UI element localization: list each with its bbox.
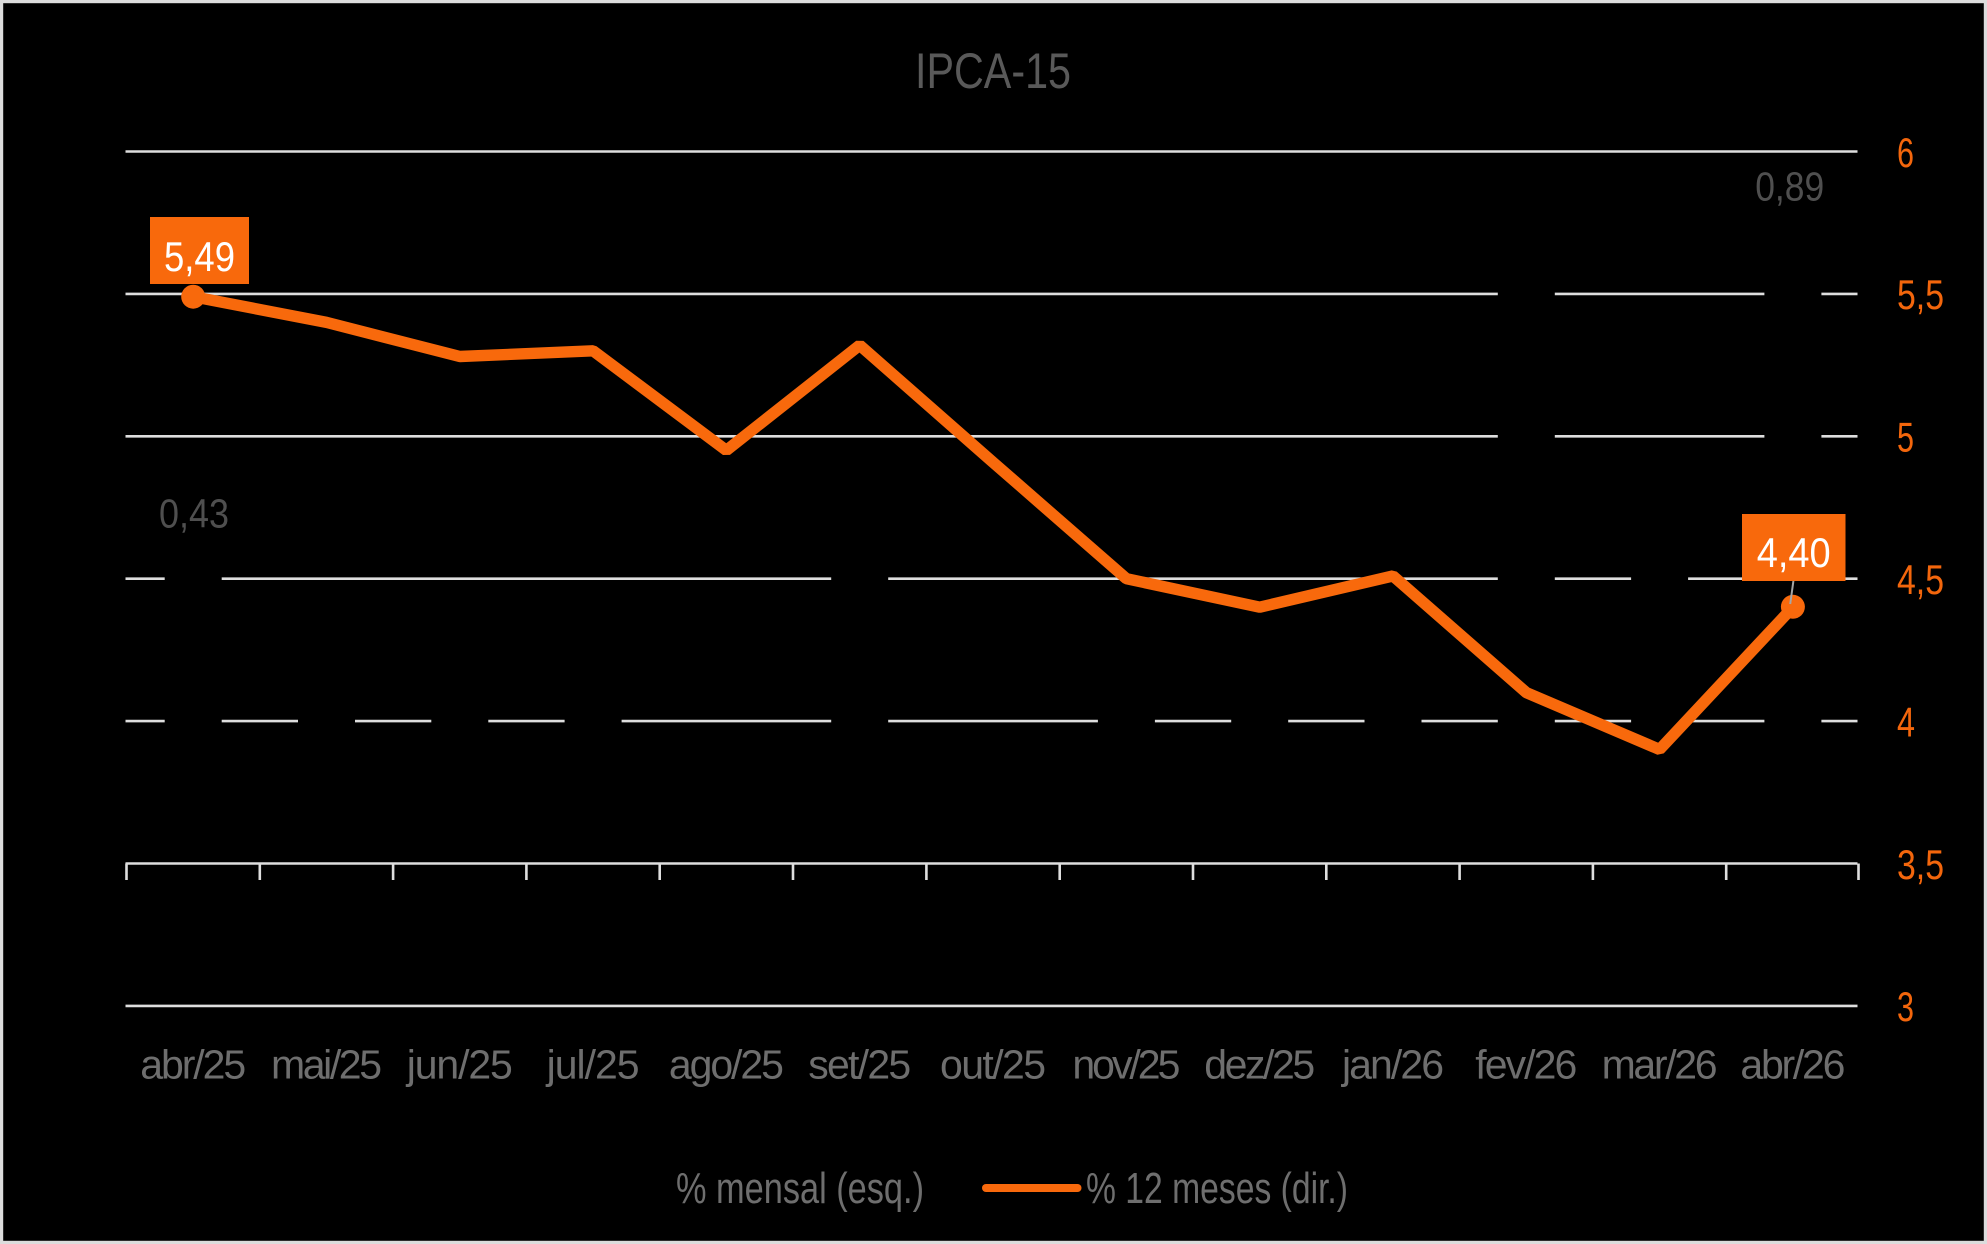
svg-text:3,5: 3,5 <box>1897 841 1944 888</box>
svg-text:5: 5 <box>1897 414 1914 461</box>
svg-text:abr/26: abr/26 <box>1740 1042 1845 1088</box>
svg-text:nov/25: nov/25 <box>1072 1042 1180 1088</box>
svg-text:out/25: out/25 <box>940 1042 1046 1088</box>
svg-text:% 12 meses (dir.): % 12 meses (dir.) <box>1086 1164 1348 1213</box>
svg-text:ago/25: ago/25 <box>669 1042 784 1088</box>
svg-text:4,40: 4,40 <box>1757 529 1831 576</box>
svg-text:% mensal (esq.): % mensal (esq.) <box>676 1164 924 1213</box>
svg-text:fev/26: fev/26 <box>1475 1042 1577 1088</box>
svg-text:3: 3 <box>1897 983 1914 1030</box>
svg-text:abr/25: abr/25 <box>140 1042 246 1088</box>
svg-text:5,5: 5,5 <box>1897 271 1944 318</box>
svg-text:IPCA-15: IPCA-15 <box>915 43 1071 99</box>
svg-text:4: 4 <box>1897 698 1915 745</box>
svg-text:4,5: 4,5 <box>1897 556 1944 603</box>
svg-text:0,89: 0,89 <box>1755 164 1824 210</box>
svg-text:mar/26: mar/26 <box>1602 1042 1718 1088</box>
svg-text:5,49: 5,49 <box>164 233 235 280</box>
svg-text:dez/25: dez/25 <box>1204 1042 1315 1088</box>
svg-text:jan/26: jan/26 <box>1341 1042 1444 1088</box>
svg-text:jul/25: jul/25 <box>546 1042 640 1088</box>
svg-text:jun/25: jun/25 <box>406 1042 513 1088</box>
svg-text:mai/25: mai/25 <box>271 1042 382 1088</box>
svg-text:6: 6 <box>1897 129 1914 176</box>
svg-text:0,43: 0,43 <box>159 491 229 537</box>
svg-text:set/25: set/25 <box>808 1042 911 1088</box>
